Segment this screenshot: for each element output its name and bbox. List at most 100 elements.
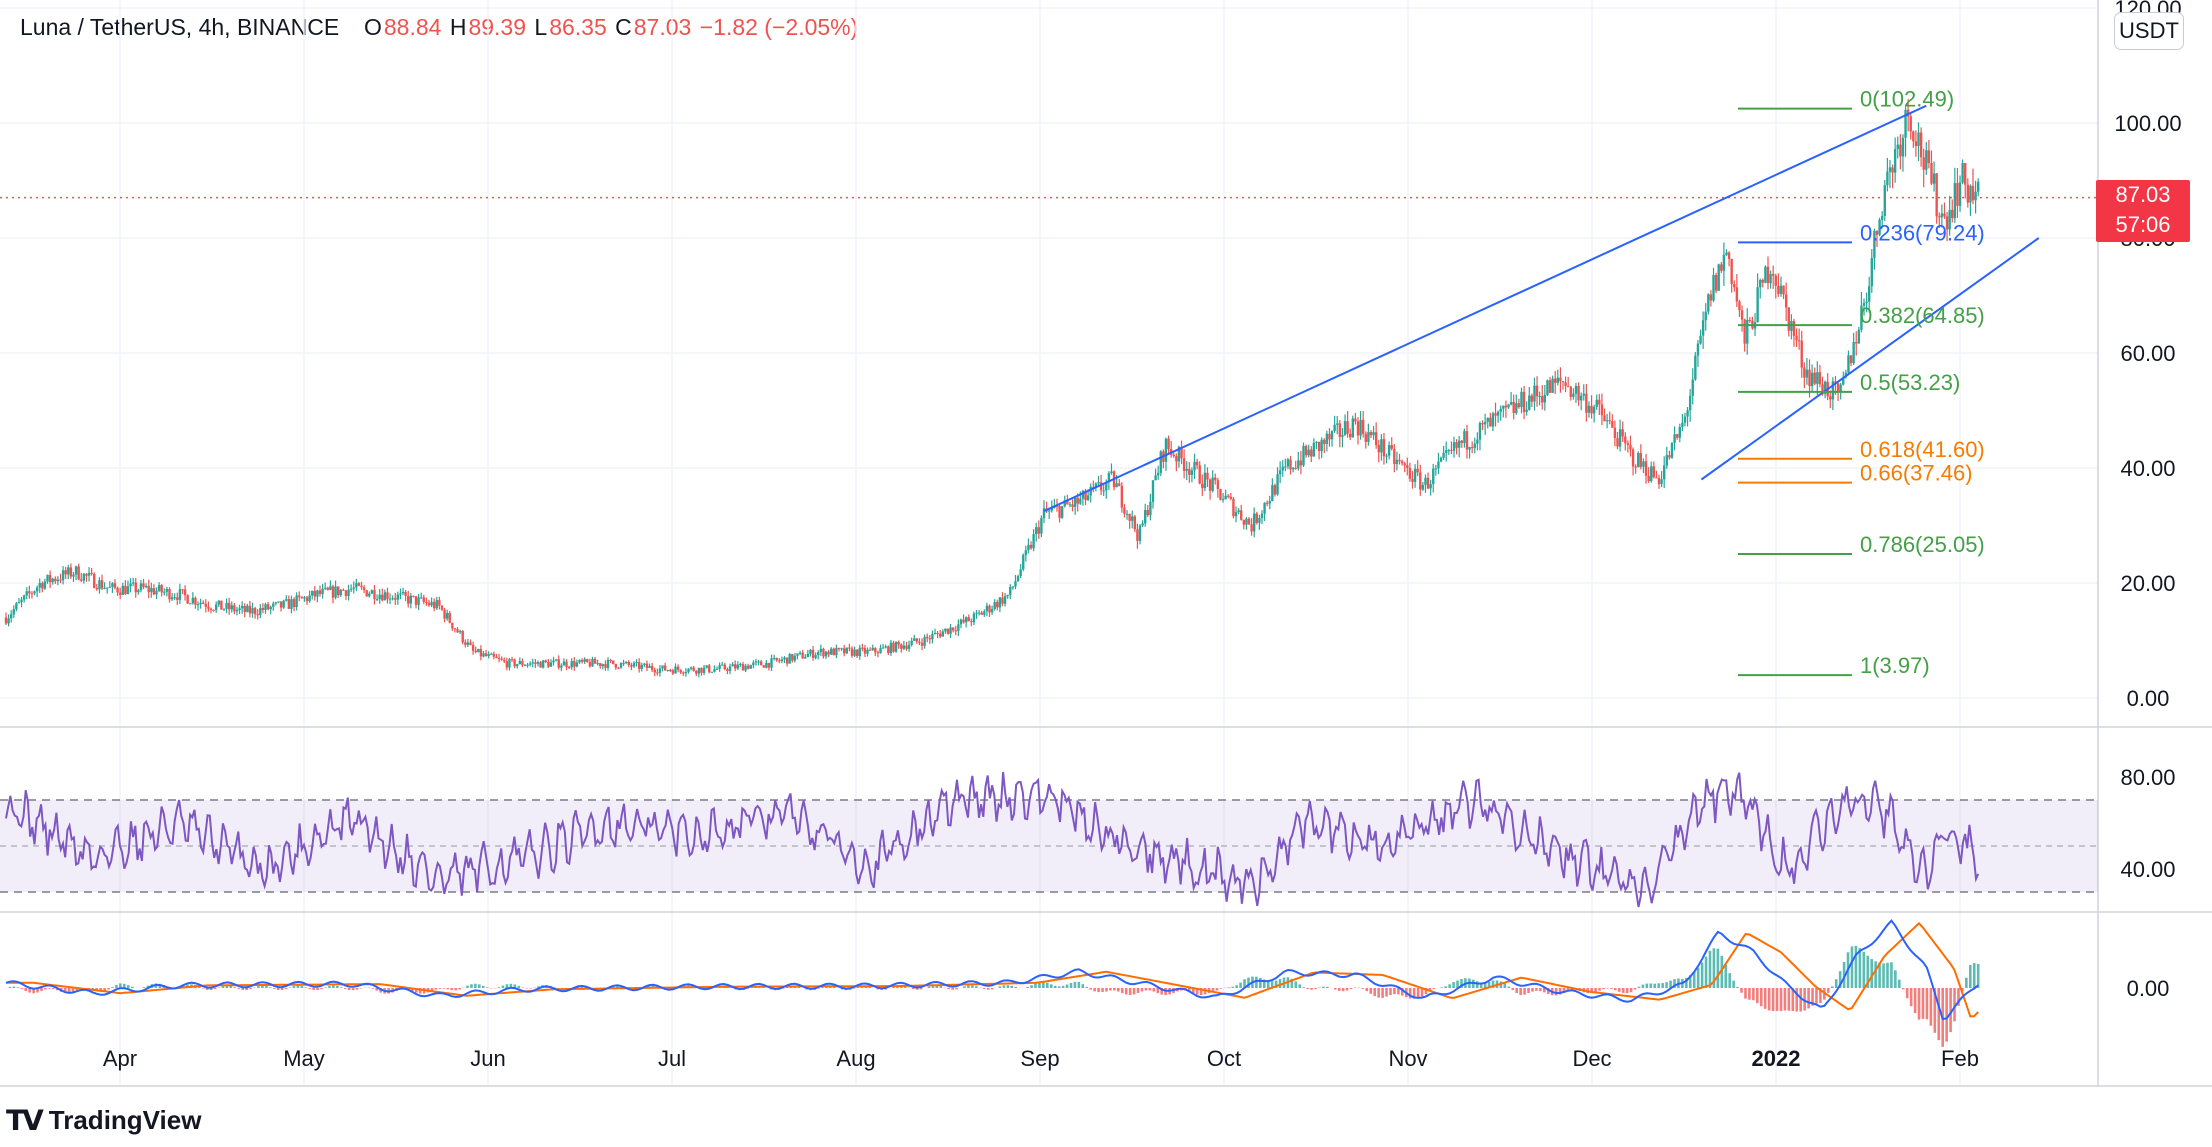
macd-axis-label: 0.00 — [2127, 976, 2170, 1001]
candle-body — [1351, 418, 1355, 438]
tradingview-brand[interactable]: 𝗧𝗩 TradingView — [6, 1104, 201, 1137]
candle-body — [840, 648, 843, 650]
macd-histogram-bar — [1653, 983, 1657, 988]
candle-body — [503, 659, 506, 662]
candle-body — [619, 663, 623, 668]
candle-body — [1974, 191, 1977, 201]
candle-body — [918, 641, 921, 643]
candle-body — [495, 656, 498, 658]
candle-body — [868, 649, 872, 651]
candle-body — [770, 658, 773, 668]
candle-body — [1336, 423, 1339, 425]
candle-body — [1639, 453, 1643, 467]
candle-body — [926, 636, 929, 639]
candle-body — [879, 647, 882, 654]
close-value: 87.03 — [633, 14, 692, 40]
candle-body — [541, 660, 545, 668]
candle-body — [235, 609, 239, 612]
candle-body — [1795, 335, 1798, 341]
macd-histogram-bar — [201, 988, 205, 989]
candle-body — [1629, 444, 1632, 450]
candle-body — [318, 590, 322, 595]
candle-body — [967, 617, 970, 622]
open-value: 88.84 — [383, 14, 442, 40]
candle-body — [90, 572, 93, 574]
macd-histogram-bar — [1487, 982, 1491, 988]
candle-body — [1125, 513, 1129, 515]
candle-body — [407, 595, 410, 604]
candle-body — [1940, 213, 1944, 218]
macd-histogram-bar — [261, 985, 264, 988]
candle-body — [1208, 479, 1212, 491]
candle-body — [534, 662, 537, 664]
macd-histogram-bar — [1961, 988, 1964, 992]
candle-body — [1206, 472, 1209, 480]
symbol-label[interactable]: Luna / TetherUS, 4h, BINANCE — [20, 14, 340, 40]
candle-body — [1958, 182, 1962, 206]
candle-body — [430, 601, 433, 606]
candle-body — [889, 642, 893, 653]
macd-histogram-bar — [1081, 984, 1085, 988]
candle-body — [311, 590, 314, 596]
candle-body — [601, 664, 605, 667]
fib-level-label: 0(102.49) — [1860, 87, 1954, 112]
candle-body — [191, 597, 195, 604]
candle-body — [303, 597, 306, 599]
candle-body — [848, 647, 851, 649]
currency-unit-badge[interactable]: USDT — [2114, 12, 2184, 50]
candle-body — [1961, 163, 1964, 183]
candle-body — [165, 589, 169, 592]
candle-body — [609, 659, 612, 661]
candle-body — [510, 659, 514, 661]
candle-body — [1252, 513, 1256, 532]
macd-histogram-bar — [1696, 967, 1700, 988]
macd-histogram-bar — [1385, 988, 1388, 997]
candle-body — [1068, 504, 1072, 506]
candle-body — [549, 662, 553, 667]
candle-body — [1032, 534, 1035, 549]
candle-body — [1476, 439, 1479, 444]
candle-body — [1899, 144, 1902, 157]
candle-body — [1172, 454, 1175, 457]
candle-body — [386, 592, 389, 600]
candle-body — [1024, 550, 1028, 555]
candle-body — [1504, 405, 1508, 408]
candle-body — [1042, 508, 1046, 519]
macd-histogram-bar — [1255, 976, 1258, 988]
candle-body — [399, 593, 402, 595]
candle-body — [176, 597, 179, 600]
macd-histogram-bar — [1629, 988, 1633, 993]
macd-histogram-bar — [1424, 988, 1428, 995]
macd-histogram-bar — [1827, 988, 1830, 993]
candle-body — [508, 659, 511, 668]
candle-body — [1701, 320, 1705, 336]
candle-body — [671, 670, 675, 674]
macd-histogram-bar — [963, 986, 966, 988]
candle-body — [461, 631, 464, 643]
macd-histogram-bar — [781, 988, 785, 989]
candle-body — [516, 664, 519, 667]
candle-body — [1953, 183, 1957, 219]
candle-body — [1276, 474, 1279, 495]
macd-histogram-bar — [1030, 985, 1033, 988]
candle-body — [632, 662, 636, 667]
candle-body — [1712, 274, 1715, 301]
macd-histogram-bar — [1199, 988, 1203, 996]
candle-body — [985, 605, 989, 612]
x-tick-label: Oct — [1207, 1046, 1241, 1071]
candle-body — [1185, 468, 1188, 471]
candle-body — [1722, 254, 1726, 271]
candle-body — [1009, 586, 1012, 595]
candle-body — [1278, 470, 1282, 475]
macd-histogram-bar — [229, 985, 233, 988]
candle-body — [383, 592, 387, 601]
candle-body — [1647, 475, 1650, 482]
candle-body — [700, 667, 703, 673]
candle-body — [1582, 393, 1585, 396]
candle-body — [336, 586, 340, 596]
candle-body — [160, 585, 163, 593]
candle-body — [518, 660, 522, 665]
candle-body — [1585, 393, 1588, 413]
candle-body — [1468, 447, 1471, 450]
